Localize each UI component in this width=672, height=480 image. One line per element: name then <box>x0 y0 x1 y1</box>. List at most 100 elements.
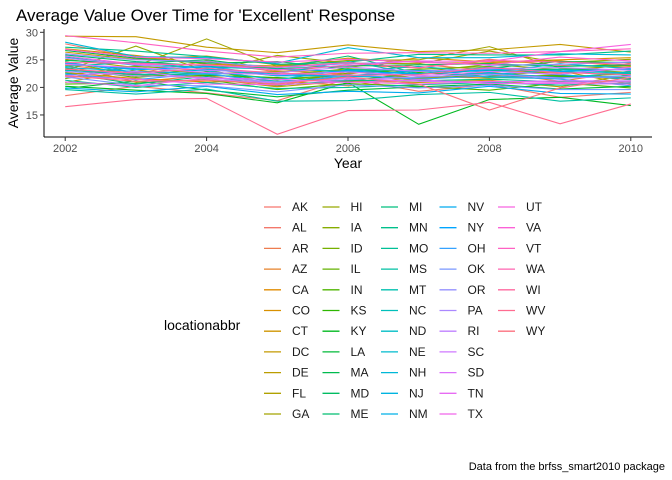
series-line-pa <box>65 70 631 83</box>
legend-item-ks: KS <box>322 304 367 318</box>
legend-label: KY <box>351 324 367 338</box>
legend-label: OR <box>468 283 486 297</box>
legend-item-id: ID <box>322 241 363 255</box>
series-line-wa <box>65 59 631 69</box>
legend-label: SC <box>468 345 485 359</box>
legend-label: NE <box>409 345 426 359</box>
legend-item-ri: RI <box>439 324 480 338</box>
legend-label: AL <box>292 221 307 235</box>
legend-label: DC <box>292 345 310 359</box>
legend-label: WA <box>526 262 545 276</box>
series-line-id <box>65 65 631 84</box>
legend-label: CA <box>292 283 309 297</box>
legend-label: FL <box>292 386 306 400</box>
legend-label: RI <box>468 324 480 338</box>
legend-item-ak: AK <box>264 200 308 214</box>
legend-label: AZ <box>292 262 307 276</box>
chart-title: Average Value Over Time for 'Excellent' … <box>16 6 395 25</box>
series-line-or <box>65 53 631 69</box>
legend-item-ne: NE <box>381 345 426 359</box>
x-tick-label: 2002 <box>53 143 77 155</box>
series-line-ok <box>65 76 631 93</box>
x-tick-label: 2010 <box>619 143 643 155</box>
legend-label: SD <box>468 366 485 380</box>
legend-item-nm: NM <box>381 407 428 421</box>
legend-item-wa: WA <box>498 262 545 276</box>
legend-label: CO <box>292 304 310 318</box>
legend-item-wv: WV <box>498 304 545 318</box>
y-tick-label: 20 <box>26 82 38 94</box>
legend-item-sc: SC <box>439 345 485 359</box>
legend-label: ID <box>351 241 363 255</box>
legend-label: ND <box>409 324 427 338</box>
series-line-va <box>65 48 631 66</box>
legend-item-il: IL <box>322 262 361 276</box>
series-line-oh <box>65 72 631 87</box>
series-line-sd <box>65 63 631 77</box>
y-tick-label: 25 <box>26 55 38 67</box>
y-tick-label: 15 <box>26 110 38 122</box>
caption: Data from the brfss_smart2010 package <box>469 461 665 473</box>
legend-label: MI <box>409 200 422 214</box>
legend-label: MT <box>409 283 427 297</box>
legend-label: NH <box>409 366 426 380</box>
legend-item-md: MD <box>322 386 370 400</box>
legend-item-tx: TX <box>439 407 483 421</box>
legend-label: AR <box>292 241 309 255</box>
legend-item-oh: OH <box>439 241 486 255</box>
legend-item-ga: GA <box>264 407 309 421</box>
legend-item-hi: HI <box>322 200 363 214</box>
x-tick-label: 2006 <box>336 143 360 155</box>
legend-label: HI <box>351 200 363 214</box>
series-line-ri <box>65 57 631 74</box>
x-ticks: 2002 2004 2006 2008 2010 <box>53 137 643 155</box>
legend-item-ca: CA <box>264 283 309 297</box>
legend-item-ny: NY <box>439 221 484 235</box>
legend-label: OH <box>468 241 486 255</box>
legend-label: GA <box>292 407 309 421</box>
legend-label: AK <box>292 200 308 214</box>
legend-label: ME <box>351 407 369 421</box>
legend-item-ok: OK <box>439 262 485 276</box>
legend-label: NC <box>409 304 427 318</box>
legend-label: IL <box>351 262 361 276</box>
legend-item-la: LA <box>322 345 366 359</box>
legend-item-mt: MT <box>381 283 427 297</box>
series-line-dc <box>65 35 631 54</box>
legend-item-mn: MN <box>381 221 428 235</box>
plot-area <box>65 35 631 135</box>
legend-item-dc: DC <box>264 345 310 359</box>
legend-label: WY <box>526 324 545 338</box>
legend-label: MD <box>351 386 370 400</box>
y-ticks: 15 20 25 30 <box>26 27 44 122</box>
legend-label: LA <box>351 345 366 359</box>
legend-item-nv: NV <box>439 200 484 214</box>
legend-label: IA <box>351 221 362 235</box>
legend: AK AL AR AZ CA CO CT DC DE FL GA HI IA ID IL IN KS KY LA MA… <box>264 200 545 421</box>
series-line-sc <box>65 70 631 84</box>
legend-label: KS <box>351 304 367 318</box>
legend-label: PA <box>468 304 483 318</box>
legend-label: TX <box>468 407 483 421</box>
legend-label: NM <box>409 407 428 421</box>
legend-item-nd: ND <box>381 324 427 338</box>
legend-title: locationabbr <box>164 317 241 333</box>
series-line-wv <box>65 97 631 135</box>
legend-item-ma: MA <box>322 366 369 380</box>
legend-item-co: CO <box>264 304 310 318</box>
legend-label: MN <box>409 221 428 235</box>
legend-item-nh: NH <box>381 366 426 380</box>
legend-item-nc: NC <box>381 304 427 318</box>
series-line-nv <box>65 85 631 96</box>
legend-item-ar: AR <box>264 241 309 255</box>
legend-label: IN <box>351 283 363 297</box>
series-line-ut <box>65 43 631 71</box>
x-axis-title: Year <box>334 155 363 171</box>
legend-item-nj: NJ <box>381 386 424 400</box>
legend-item-mi: MI <box>381 200 422 214</box>
legend-item-ia: IA <box>322 221 362 235</box>
legend-item-wi: WI <box>498 283 541 297</box>
x-tick-label: 2008 <box>477 143 501 155</box>
legend-label: VA <box>526 221 541 235</box>
